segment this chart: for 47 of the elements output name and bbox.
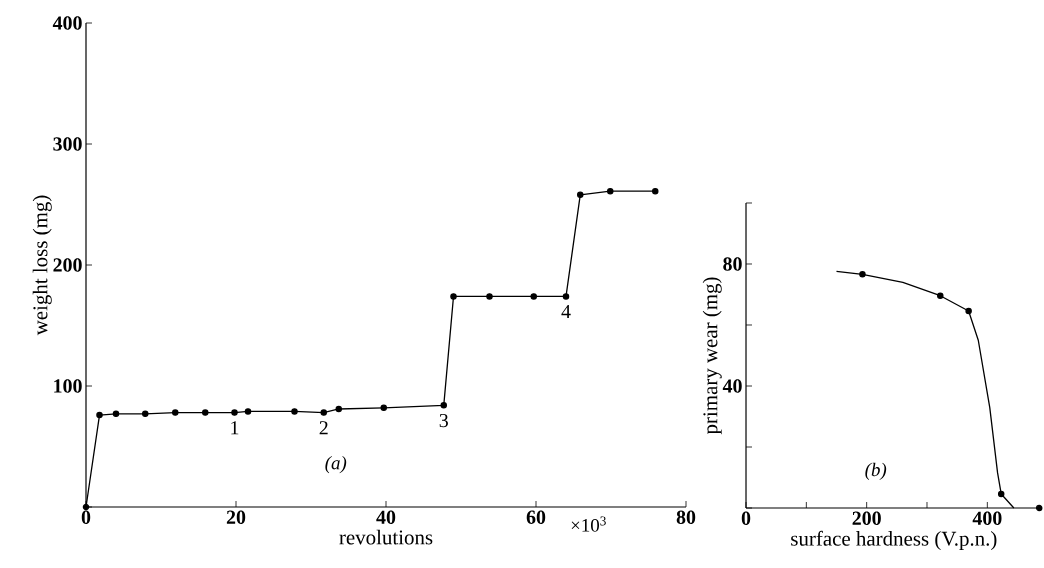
annotation: (a)	[325, 456, 347, 474]
y-tick-label: 100	[54, 379, 82, 393]
y-axis-title: primary wear (mg)	[702, 277, 722, 435]
annotation: 3	[439, 413, 448, 428]
point	[1035, 504, 1043, 512]
x-tick-label: 0	[741, 511, 751, 525]
x-axis-title: revolutions	[339, 529, 433, 545]
point	[652, 187, 659, 195]
text: ×10$^{3}$	[571, 516, 606, 532]
x-tick-label: 80	[676, 510, 696, 524]
annotation: (b)	[865, 462, 887, 480]
x-tick-label: 40	[376, 510, 396, 524]
annotation: 2	[319, 421, 328, 435]
point	[335, 405, 342, 413]
y-tick-label: 300	[53, 137, 82, 151]
point	[562, 293, 570, 300]
point	[607, 187, 614, 195]
point	[142, 410, 149, 418]
point	[450, 293, 457, 300]
point	[440, 402, 447, 409]
x-axis-title: surface hardness (V.p.n.)	[791, 530, 997, 550]
annotation: 1	[231, 421, 239, 435]
y-axis-title: weight loss (mg)	[32, 195, 52, 336]
point	[997, 490, 1005, 498]
point	[112, 410, 120, 418]
y-tick-label: 200	[53, 258, 82, 272]
x-tick-label: 0	[81, 510, 91, 524]
point	[530, 293, 537, 300]
point	[244, 408, 252, 415]
point	[320, 409, 327, 416]
x-tick-label: 400	[972, 511, 1002, 525]
x-tick-label: 200	[852, 511, 881, 525]
point	[380, 404, 387, 412]
x-tick-label: 20	[226, 510, 246, 524]
point	[859, 271, 866, 278]
annotation: 4	[561, 304, 571, 319]
x-tick-label: 60	[526, 510, 546, 524]
point	[202, 409, 209, 416]
point	[937, 292, 944, 299]
point	[96, 411, 103, 419]
y-tick-label: 400	[52, 16, 82, 30]
point	[965, 307, 972, 315]
point	[577, 191, 584, 199]
point	[172, 409, 179, 416]
point	[291, 408, 298, 415]
point	[486, 293, 493, 300]
point	[231, 409, 238, 416]
